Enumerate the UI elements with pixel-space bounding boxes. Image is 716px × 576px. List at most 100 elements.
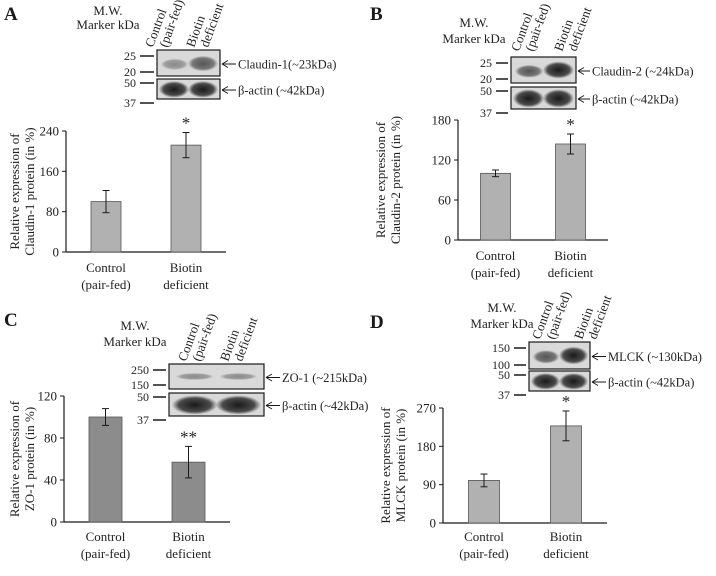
panel-d-target-band-label: MLCK (~130kDa) [608, 350, 702, 364]
panel-b-target-blot-band-1 [514, 64, 544, 78]
panel-c-bar-1 [88, 416, 123, 523]
panel-b-mw-label: M.W. [459, 15, 488, 30]
panel-c-y-tick-label: 120 [38, 389, 58, 404]
panel-b-arrow-head [577, 67, 585, 75]
panel-b-arrow-head [577, 95, 585, 103]
panel-a-category-2-sub: deficient [163, 277, 209, 292]
panel-a-y-tick-label: 160 [40, 164, 60, 179]
panel-b-y-label-1: Relative expression of [373, 121, 388, 238]
panel-d-category-1-sub: (pair-fed) [459, 546, 509, 561]
panel-a-actin-blot-band-1 [158, 81, 190, 98]
panel-b-category-2-sub: deficient [548, 265, 594, 280]
panel-c-letter: C [4, 310, 18, 331]
panel-c-bar-chart: 0 40 80 120 Relative expression of ZO-1 prote… [7, 389, 230, 561]
panel-c-y-label-1: Relative expression of [7, 400, 22, 517]
panel-c-y-tick-label: 40 [44, 473, 57, 488]
panel-a-target-band-label: Claudin-1(~23kDa) [238, 58, 336, 72]
panel-d-category-2-sub: deficient [543, 546, 589, 561]
panel-a-y-tick-label: 0 [53, 245, 60, 260]
panel-d-y-label-1: Relative expression of [378, 407, 393, 524]
panel-a-y-tick-label: 240 [40, 124, 60, 139]
panel-b-y-label-2: Claudin-2 protein (in %) [388, 116, 403, 244]
panel-a-actin-blot [156, 78, 221, 100]
panel-d-marker-label: Marker kDa [470, 316, 533, 331]
panel-c-target-blot [168, 363, 265, 390]
panel-c-target-blot-band-1 [175, 373, 214, 380]
panel-b-target-band-label: Claudin-2 (~24kDa) [592, 65, 694, 79]
panel-c-marker-150: 150 [131, 378, 149, 392]
panel-d-category-1: Control [464, 529, 504, 544]
panel-d-marker-100: 100 [492, 358, 510, 372]
panel-d-category-2: Biotin [550, 529, 583, 544]
panel-b-marker-20: 20 [480, 72, 492, 86]
panel-d-target-blot-band-1 [532, 350, 560, 364]
panel-a-y-label-1: Relative expression of [7, 133, 22, 250]
panel-a-bar-2 [170, 144, 202, 253]
panel-a-category-1-sub: (pair-fed) [81, 277, 131, 292]
panel-b-category-1-sub: (pair-fed) [471, 265, 521, 280]
panel-a-marker-37: 37 [124, 96, 136, 110]
panel-a-category-1: Control [86, 260, 126, 275]
panel-c-category-2: Biotin [172, 529, 205, 544]
panel-b-y-tick-label: 180 [432, 113, 452, 128]
panel-c-marker-250: 250 [131, 363, 149, 377]
panel-c-marker-label: Marker kDa [103, 334, 166, 349]
panel-b-marker-25: 25 [480, 56, 492, 70]
panel-c-category-1: Control [86, 529, 126, 544]
panel-a-actin-blot-band-2 [187, 81, 219, 98]
panel-d-marker-50: 50 [498, 368, 510, 382]
panel-d-bar-chart: 0 90 180 270 Relative expression of MLCK prot… [378, 392, 607, 561]
panel-b-target-blot [510, 56, 577, 84]
panel-d-y-tick-label: 270 [417, 401, 437, 416]
panel-a-target-blot-band-2 [187, 55, 219, 72]
panel-d-arrow-head [591, 378, 599, 386]
panel-c-target-band-label: ZO-1 (~215kDa) [282, 371, 367, 385]
panel-d-mw-label: M.W. [487, 300, 516, 315]
panel-a-y-label-2: Claudin-1 protein (in %) [22, 127, 37, 255]
panel-c-actin-blot-band-1 [171, 395, 218, 415]
panel-d-marker-150: 150 [492, 341, 510, 355]
panel-c-y-tick-label: 80 [44, 431, 57, 446]
panel-b-actin-blot [510, 86, 577, 110]
panel-c-y-label-2: ZO-1 protein (in %) [22, 407, 37, 511]
panel-b-category-2: Biotin [554, 248, 587, 263]
panel-a-y-tick-label: 80 [46, 204, 59, 219]
panel-b-marker-37: 37 [480, 106, 492, 120]
panel-a-arrow-head [221, 86, 229, 94]
panel-c-actin-blot-band-2 [215, 395, 262, 415]
panel-c-category-1-sub: (pair-fed) [81, 546, 131, 561]
panel-b-y-tick-label: 0 [445, 233, 452, 248]
panel-d-actin-blot-band-2 [558, 373, 589, 390]
panel-a-target-blot-band-1 [160, 58, 189, 71]
panel-a-letter: A [4, 4, 18, 25]
panel-d-bar-2 [550, 425, 582, 524]
panel-d-letter: D [370, 312, 384, 333]
panel-c-marker-37: 37 [137, 413, 149, 427]
panel-b-significance-2: * [566, 115, 575, 134]
panel-c-target-blot-band-2 [219, 373, 258, 380]
panel-a-target-blot [156, 49, 221, 77]
panel-a-marker-50: 50 [124, 76, 136, 90]
panel-b-letter: B [370, 4, 383, 25]
panel-b-y-tick-label: 60 [438, 193, 451, 208]
panel-b-actin-blot-band-2 [542, 89, 575, 108]
panel-d-actin-blot-band-1 [530, 373, 561, 390]
panel-a-actin-band-label: β-actin (~42kDa) [238, 84, 324, 98]
panel-a-marker-25: 25 [124, 49, 136, 63]
panel-b-bar-1 [480, 172, 511, 241]
panel-a-bar-chart: 0 80 160 240 Relative expression of Claudin-1… [7, 114, 226, 292]
panel-d-y-tick-label: 0 [430, 516, 437, 531]
panel-b-actin-band-label: β-actin (~42kDa) [592, 93, 678, 107]
panel-b-bar-2 [555, 143, 586, 241]
panel-c-actin-blot [168, 392, 265, 417]
panel-c-arrow-head [265, 373, 273, 382]
panel-a-marker-label: Marker kDa [76, 17, 139, 32]
panel-d-target-blot-band-2 [558, 346, 589, 365]
panel-b-marker-50: 50 [480, 84, 492, 98]
panel-a-mw-label: M.W. [93, 3, 122, 18]
panel-d-target-blot [528, 341, 591, 370]
panel-c-marker-50: 50 [137, 390, 149, 404]
panel-c-actin-band-label: β-actin (~42kDa) [282, 399, 368, 413]
panel-b-bar-chart: 0 60 120 180 Relative expression of Claudin-2… [373, 113, 608, 280]
